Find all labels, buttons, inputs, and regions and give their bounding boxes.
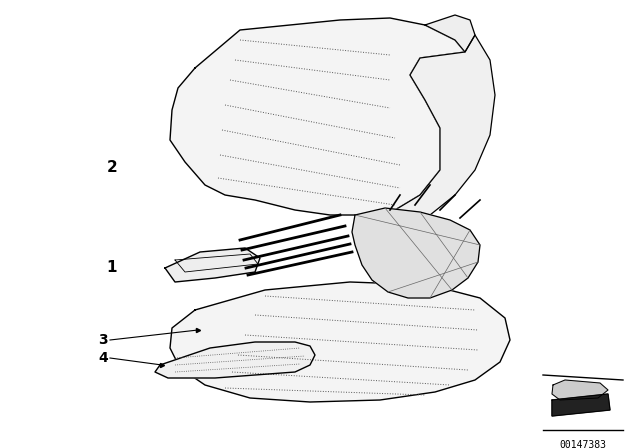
Text: 4: 4	[99, 351, 108, 365]
Polygon shape	[170, 282, 510, 402]
Text: 3: 3	[99, 333, 108, 347]
Polygon shape	[552, 380, 608, 400]
Text: 1: 1	[107, 260, 117, 276]
Polygon shape	[425, 15, 475, 52]
Polygon shape	[552, 394, 610, 416]
Polygon shape	[165, 248, 260, 282]
Polygon shape	[352, 208, 480, 298]
Text: 00147383: 00147383	[559, 440, 607, 448]
Polygon shape	[360, 35, 495, 225]
Polygon shape	[170, 18, 465, 215]
Polygon shape	[155, 342, 315, 378]
Text: 2: 2	[107, 160, 117, 176]
